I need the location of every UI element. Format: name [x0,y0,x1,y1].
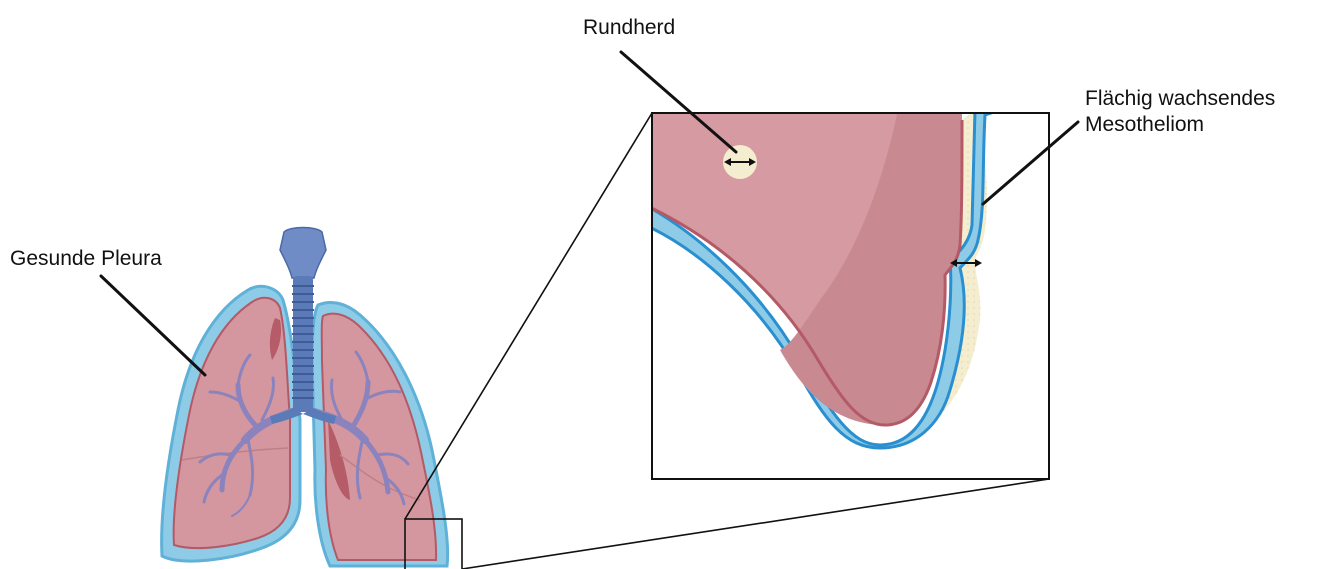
mesothelioma-thickness-arrow [950,259,982,267]
zoom-pleura [652,113,996,450]
left-lung [172,296,291,550]
label-mesotheliom: Flächig wachsendes Mesotheliom [1085,86,1275,138]
label-mesotheliom-line1: Flächig wachsendes [1085,87,1276,110]
bronchi-left [198,353,296,517]
trachea [270,226,336,424]
right-lung [320,312,438,561]
detail-box [404,518,463,569]
lungs-illustration [160,226,463,569]
label-gesunde-pleura: Gesunde Pleura [10,247,162,270]
leader-mesotheliom [981,120,1080,206]
leader-lines [99,50,1080,377]
label-rundherd: Rundherd [583,16,676,39]
rundherd-nodule [723,145,757,179]
leader-rundherd [619,50,738,154]
zoom-panel [651,112,1050,480]
zoom-connectors [404,112,1050,569]
leader-pleura [99,274,207,377]
label-mesotheliom-line2: Mesotheliom [1085,113,1205,136]
